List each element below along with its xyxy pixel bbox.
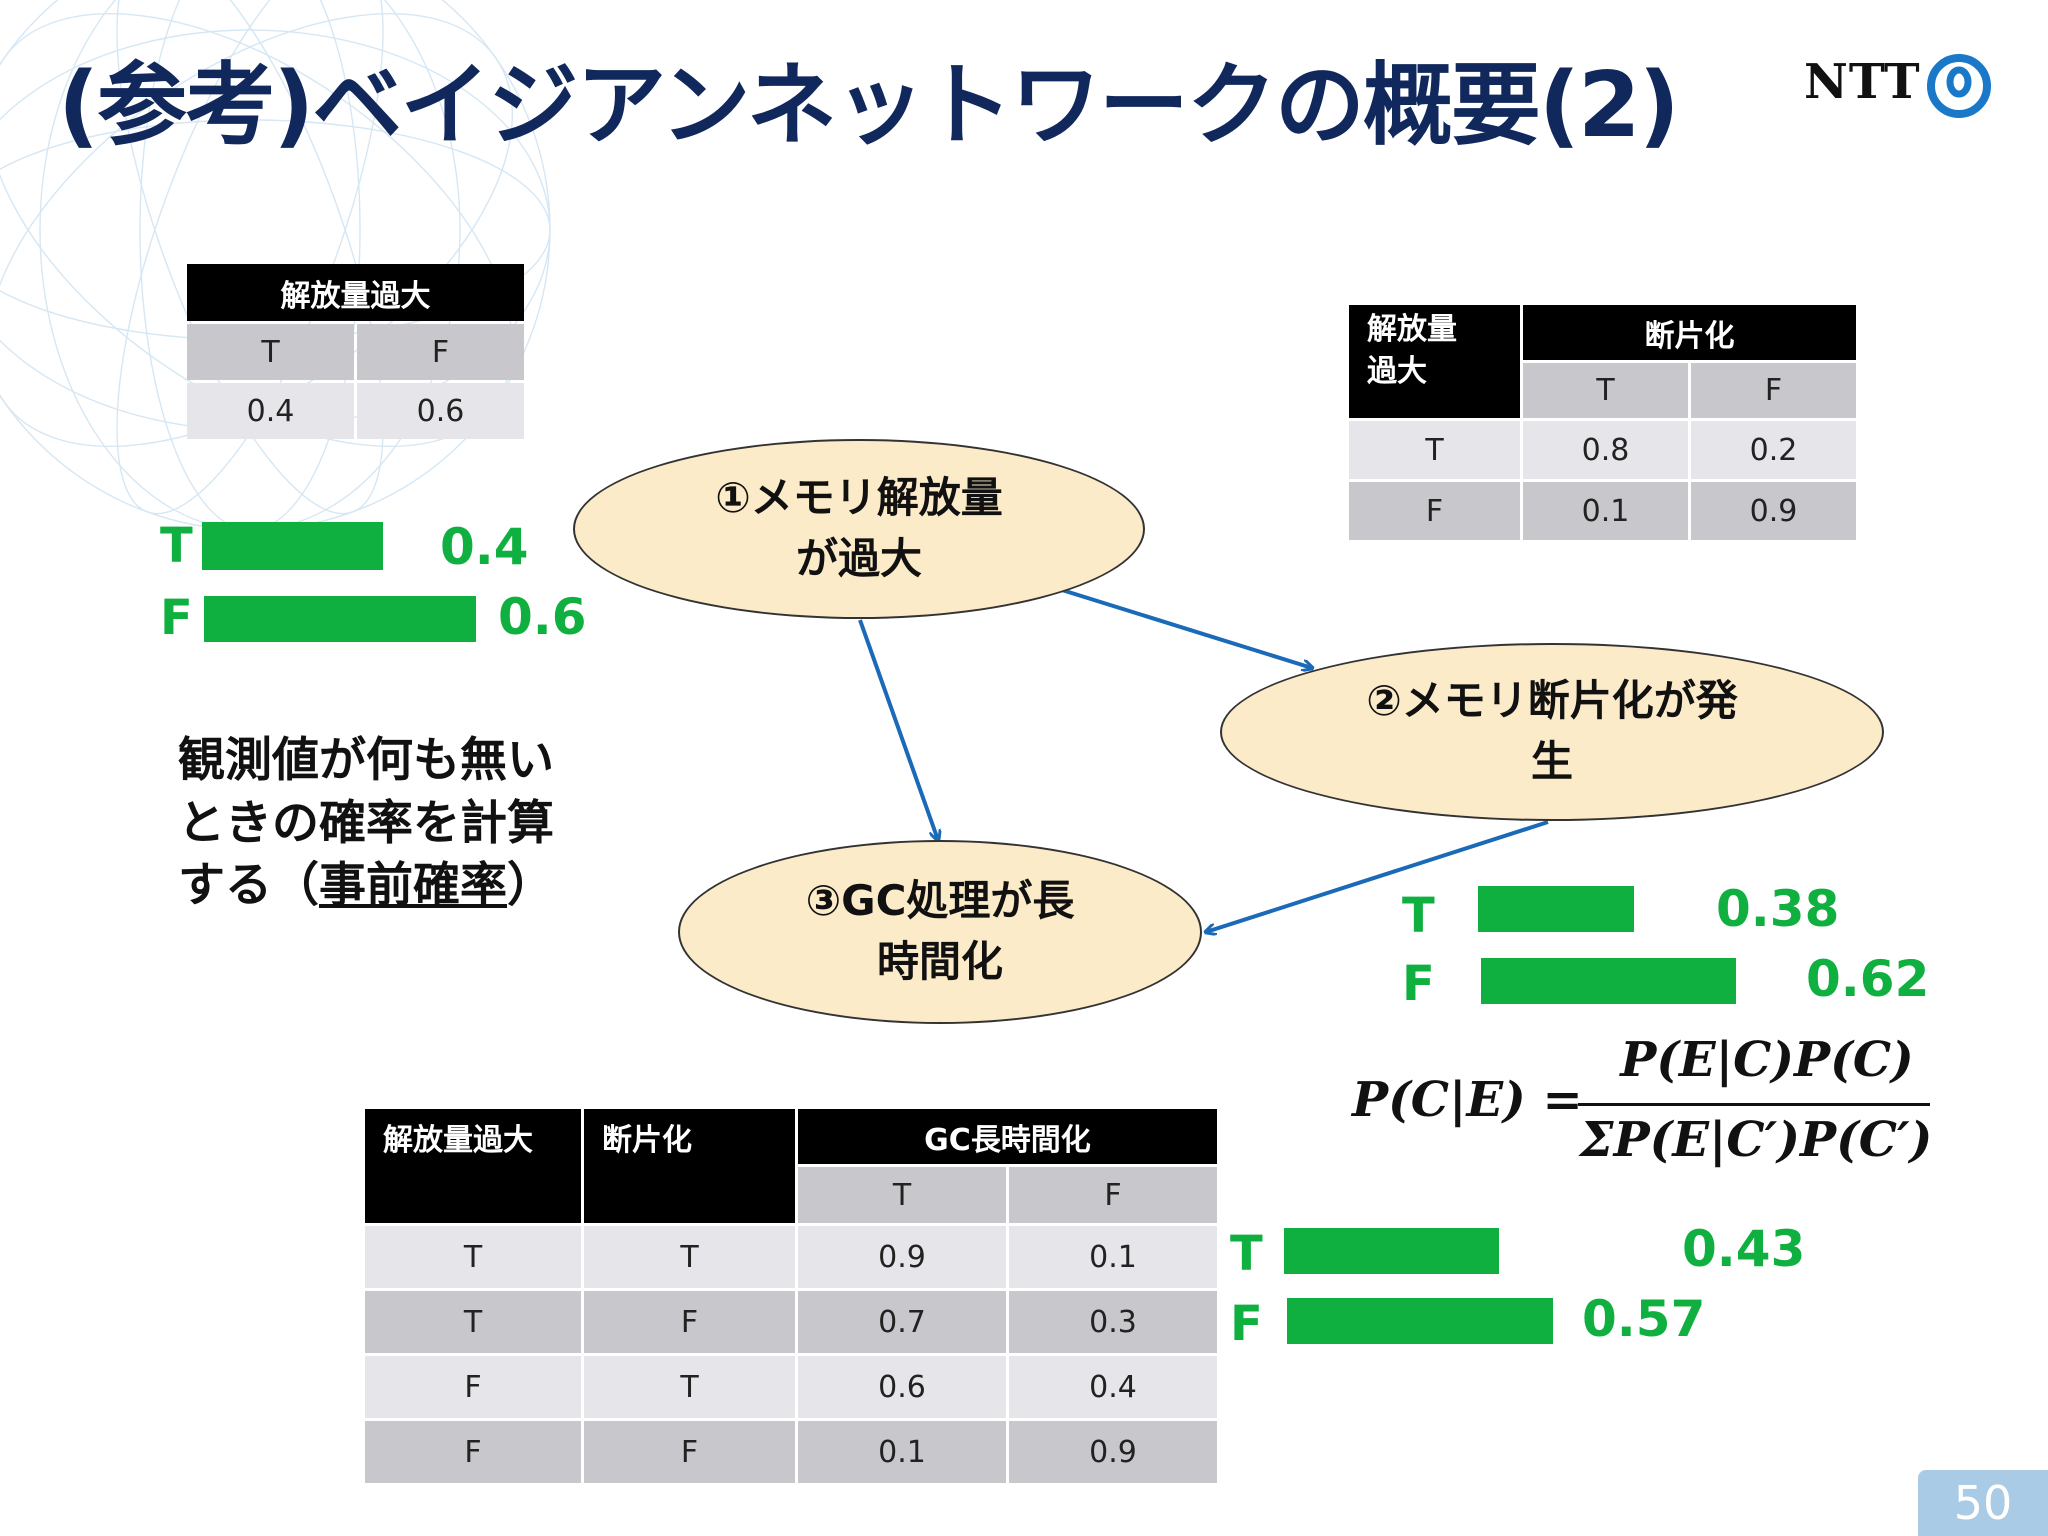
- table-cell: T: [584, 1226, 795, 1288]
- bar-t-label: T: [1230, 1226, 1263, 1282]
- note-line: 観測値が何も無い: [178, 733, 554, 788]
- table-cell: 0.1: [1009, 1226, 1217, 1288]
- table-cell: 0.7: [798, 1291, 1006, 1353]
- formula-lhs: P(C|E) =: [1352, 1072, 1583, 1128]
- parent-header: 解放量過大: [365, 1109, 581, 1223]
- table-cell: F: [1349, 482, 1520, 540]
- bar-f-fill: [1481, 958, 1736, 1004]
- note-underlined-term: 事前確率: [319, 858, 507, 913]
- bar-f-value: 0.6: [498, 588, 587, 646]
- table-header: 断片化: [1523, 305, 1856, 360]
- bar-t-fill: [1478, 886, 1634, 932]
- table-cell: F: [584, 1291, 795, 1353]
- col-header: T: [1523, 363, 1688, 418]
- bar-f-value: 0.62: [1806, 950, 1930, 1008]
- table-cell: T: [365, 1226, 581, 1288]
- formula-numerator: P(E|C)P(C): [1620, 1032, 1914, 1088]
- bar-f-label: F: [1402, 956, 1435, 1012]
- bar-t-fill: [202, 522, 383, 570]
- node-memory-fragmentation: ②メモリ断片化が発 生: [1220, 643, 1884, 821]
- table-cell: 0.6: [798, 1356, 1006, 1418]
- table-cell: F: [365, 1356, 581, 1418]
- page-title: (参考)ベイジアンネットワークの概要(2): [58, 53, 1680, 158]
- bar-t-fill: [1284, 1228, 1499, 1274]
- table-cell: 0.9: [1009, 1421, 1217, 1483]
- parent-header: 解放量 過大: [1349, 305, 1520, 418]
- bar-t-label: T: [1402, 888, 1435, 944]
- note-text: する（: [178, 858, 319, 913]
- node-label: ③GC処理が長 時間化: [805, 876, 1075, 986]
- bar-f-value: 0.57: [1582, 1290, 1706, 1348]
- table-cell: T: [584, 1356, 795, 1418]
- bar-t-value: 0.4: [440, 518, 529, 576]
- edge-2-to-3: [1206, 820, 1549, 932]
- table-cell: 0.4: [1009, 1356, 1217, 1418]
- explanation-note: 観測値が何も無い ときの確率を計算 する（事前確率）: [178, 730, 554, 918]
- table-cell: 0.1: [1523, 482, 1688, 540]
- ntt-logo-icon: [1927, 54, 1991, 118]
- bar-t-label: T: [160, 518, 193, 574]
- table-cell: 0.9: [798, 1226, 1006, 1288]
- col-header: T: [187, 324, 354, 380]
- col-header: F: [1009, 1167, 1217, 1223]
- table-header: 解放量過大: [187, 264, 524, 321]
- parent-header: 断片化: [584, 1109, 795, 1223]
- bar-t-value: 0.38: [1716, 880, 1840, 938]
- table-cell: T: [1349, 421, 1520, 479]
- table-cell: F: [584, 1421, 795, 1483]
- col-header: F: [1691, 363, 1856, 418]
- edge-1-to-2: [1061, 588, 1312, 668]
- col-header: T: [798, 1167, 1006, 1223]
- table-cell: 0.1: [798, 1421, 1006, 1483]
- table-cell: 0.3: [1009, 1291, 1217, 1353]
- edge-1-to-3: [858, 619, 938, 840]
- bar-t-value: 0.43: [1682, 1220, 1806, 1278]
- table-cell: F: [365, 1421, 581, 1483]
- note-line: する（事前確率）: [178, 855, 554, 918]
- node-memory-release: ①メモリ解放量 が過大: [573, 439, 1145, 619]
- node-gc-long: ③GC処理が長 時間化: [678, 840, 1202, 1024]
- ntt-logo-text: NTT: [1804, 54, 1921, 110]
- fraction-line: [1578, 1103, 1930, 1106]
- bar-f-fill: [1287, 1298, 1553, 1344]
- col-header: F: [357, 324, 524, 380]
- table-cell: 0.4: [187, 383, 354, 439]
- node-label: ②メモリ断片化が発 生: [1366, 676, 1738, 786]
- page-number: 50: [1918, 1470, 2048, 1536]
- bar-f-fill: [204, 596, 476, 642]
- table-cell: 0.8: [1523, 421, 1688, 479]
- bar-f-label: F: [1230, 1296, 1263, 1352]
- table-cell: 0.9: [1691, 482, 1856, 540]
- bar-f-label: F: [160, 590, 193, 646]
- note-line: ときの確率を計算: [178, 795, 554, 851]
- table-header: GC長時間化: [798, 1109, 1217, 1164]
- formula-denominator: ΣP(E|C′)P(C′): [1579, 1112, 1933, 1168]
- table-cell: T: [365, 1291, 581, 1353]
- note-text: ）: [507, 858, 554, 913]
- table-cell: 0.6: [357, 383, 524, 439]
- node-label: ①メモリ解放量 が過大: [715, 473, 1003, 583]
- table-cell: 0.2: [1691, 421, 1856, 479]
